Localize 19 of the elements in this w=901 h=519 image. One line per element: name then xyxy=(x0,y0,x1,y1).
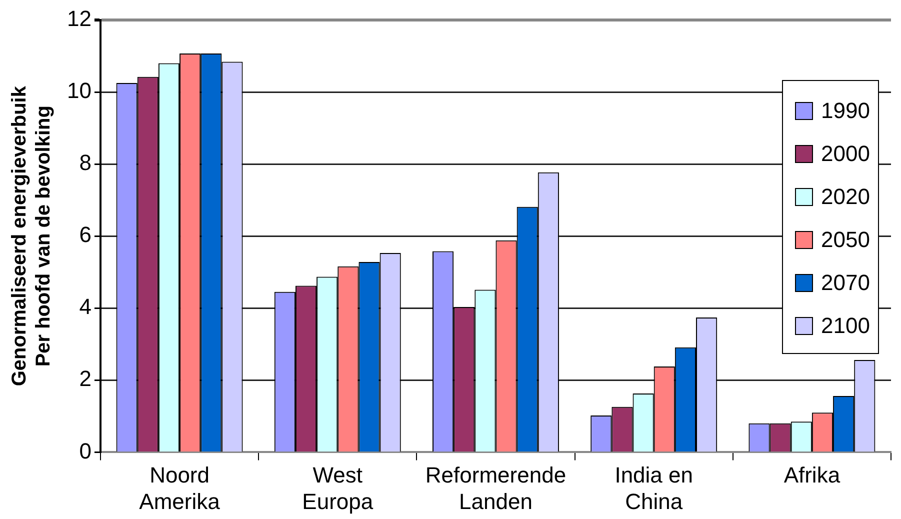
legend-label: 2000 xyxy=(821,140,870,166)
legend-label: 2070 xyxy=(821,270,870,296)
y-tick-label: 0 xyxy=(79,438,92,464)
y-tick-label: 12 xyxy=(66,6,92,32)
x-tick-label: Noord Amerika xyxy=(139,462,221,514)
y-tick-label: 8 xyxy=(79,150,92,176)
legend-label: 2020 xyxy=(821,184,870,210)
y-tick-label: 2 xyxy=(79,366,92,392)
legend-label: 1990 xyxy=(821,98,870,124)
x-tick-label: Reformerende Landen xyxy=(425,462,566,514)
x-tick-label: West Europa xyxy=(302,462,374,514)
y-tick-label: 4 xyxy=(79,294,92,320)
legend-label: 2050 xyxy=(821,226,870,252)
y-tick-label: 6 xyxy=(79,222,92,248)
legend-label: 2100 xyxy=(821,312,870,338)
y-tick-label: 10 xyxy=(66,78,92,104)
x-tick-label: India en China xyxy=(614,462,693,514)
y-axis-title: Genormaliseerd energieverbuik Per hoofd van de bevolking xyxy=(8,85,55,386)
x-tick-label: Afrika xyxy=(784,462,841,488)
